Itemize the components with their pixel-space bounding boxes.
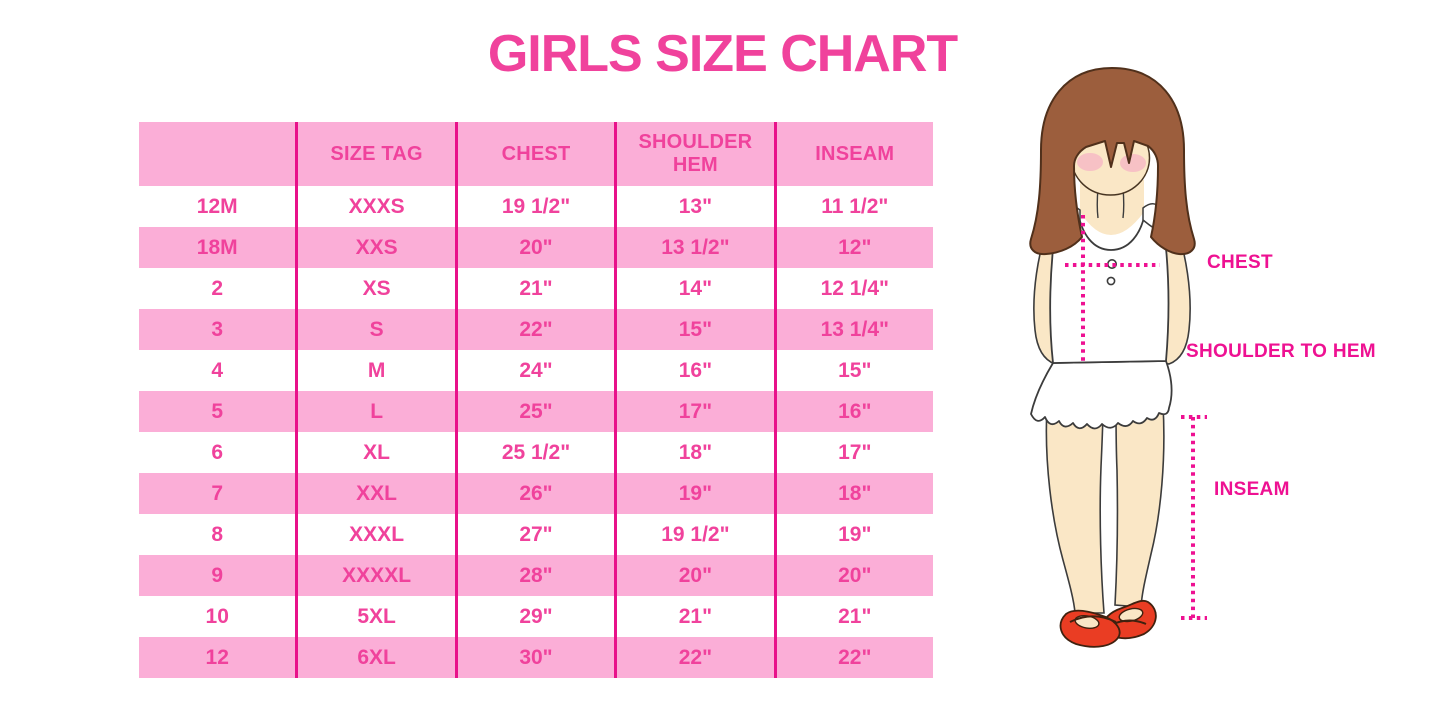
table-cell: S [295,309,457,350]
column-header-shoulder-hem: SHOULDER HEM [614,122,776,186]
column-header-chest: CHEST [454,122,616,186]
table-cell: XXXS [295,186,457,227]
chest-measure-label: CHEST [1207,252,1273,273]
table-cell: 21" [773,596,933,637]
table-row: 5 L 25" 17" 16" [139,391,933,432]
table-cell: 3 [211,317,224,341]
table-cell: 17" [773,432,933,473]
table-cell: 12M [196,194,238,218]
table-row: 2 XS 21" 14" 12 1/4" [139,268,933,309]
table-cell: XXXL [295,514,457,555]
table-cell: 20" [454,227,616,268]
table-cell: XS [295,268,457,309]
table-row: 6 XL 25 1/2" 18" 17" [139,432,933,473]
table-row: 18M XXS 20" 13 1/2" 12" [139,227,933,268]
hair [1029,67,1196,256]
header-row: SIZE TAG CHEST SHOULDER HEM INSEAM [139,122,933,186]
column-header-inseam: INSEAM [773,122,933,186]
table-cell: XXL [295,473,457,514]
neck [1080,180,1144,235]
table-cell: 6XL [295,637,457,678]
table-cell: 16" [614,350,776,391]
table-cell: 18" [773,473,933,514]
table-cell: XL [295,432,457,473]
table-cell: XXXXL [295,555,457,596]
table-cell: M [295,350,457,391]
table-cell: 22" [454,309,616,350]
table-cell: 28" [454,555,616,596]
table-cell: 12 1/4" [773,268,933,309]
table-row: 8 XXXL 27" 19 1/2" 19" [139,514,933,555]
table-cell: 26" [454,473,616,514]
table-cell: 19 1/2" [614,514,776,555]
table-cell: 7 [211,481,224,505]
table-cell: L [295,391,457,432]
table-cell: 19" [614,473,776,514]
table-row: 12 6XL 30" 22" 22" [139,637,933,678]
table-cell: 6 [211,440,224,464]
table-cell: 2 [211,276,224,300]
blush-left [1077,153,1103,171]
table-cell: 15" [614,309,776,350]
skirt [1030,360,1173,430]
table-cell: 18M [196,235,238,259]
table-header: SIZE TAG CHEST SHOULDER HEM INSEAM [139,122,933,186]
column-header-blank [139,122,297,186]
table-cell: 4 [211,358,224,382]
size-table-body: 12M XXXS 19 1/2" 13" 11 1/2" 18M XXS 20" 13 1/2"… [139,186,933,678]
table-cell: 19" [773,514,933,555]
leg-left [1045,406,1105,614]
table-cell: 18" [614,432,776,473]
table-cell: 21" [454,268,616,309]
inseam-measure-label: INSEAM [1214,479,1290,500]
column-header-size-tag: SIZE TAG [295,122,457,186]
table-cell: 9 [211,563,224,587]
table-cell: 30" [454,637,616,678]
shoulder-to-hem-measure-label: SHOULDER TO HEM [1186,341,1376,362]
table-cell: 13 1/2" [614,227,776,268]
table-row: 7 XXL 26" 19" 18" [139,473,933,514]
table-row: 3 S 22" 15" 13 1/4" [139,309,933,350]
table-cell: 25" [454,391,616,432]
table-cell: 14" [614,268,776,309]
shoe-left [1059,609,1121,648]
table-cell: 27" [454,514,616,555]
button-bottom [1106,276,1116,286]
table-cell: 20" [614,555,776,596]
table-row: 12M XXXS 19 1/2" 13" 11 1/2" [139,186,933,227]
table-row: 10 5XL 29" 21" 21" [139,596,933,637]
table-cell: 13 1/4" [773,309,933,350]
table-cell: 25 1/2" [454,432,616,473]
page-title: GIRLS SIZE CHART [487,25,958,83]
girls-size-table: SIZE TAG CHEST SHOULDER HEM INSEAM 12M XX… [139,122,933,678]
girl-illustration [1029,67,1207,648]
table-cell: 13" [614,186,776,227]
leg-right [1114,404,1165,608]
table-cell: 15" [773,350,933,391]
table-row: 4 M 24" 16" 15" [139,350,933,391]
table-cell: 16" [773,391,933,432]
table-cell: 22" [614,637,776,678]
table-cell: 8 [211,522,224,546]
table-cell: 24" [454,350,616,391]
table-cell: 22" [773,637,933,678]
table-cell: XXS [295,227,457,268]
table-cell: 10 [205,604,229,628]
table-cell: 29" [454,596,616,637]
table-cell: 5XL [295,596,457,637]
table-cell: 20" [773,555,933,596]
table-cell: 5 [211,399,224,423]
table-cell: 11 1/2" [773,186,933,227]
table-cell: 12 [205,645,229,669]
table-row: 9 XXXXL 28" 20" 20" [139,555,933,596]
blush-right [1120,154,1146,172]
table-cell: 17" [614,391,776,432]
table-cell: 12" [773,227,933,268]
table-cell: 19 1/2" [454,186,616,227]
table-cell: 21" [614,596,776,637]
